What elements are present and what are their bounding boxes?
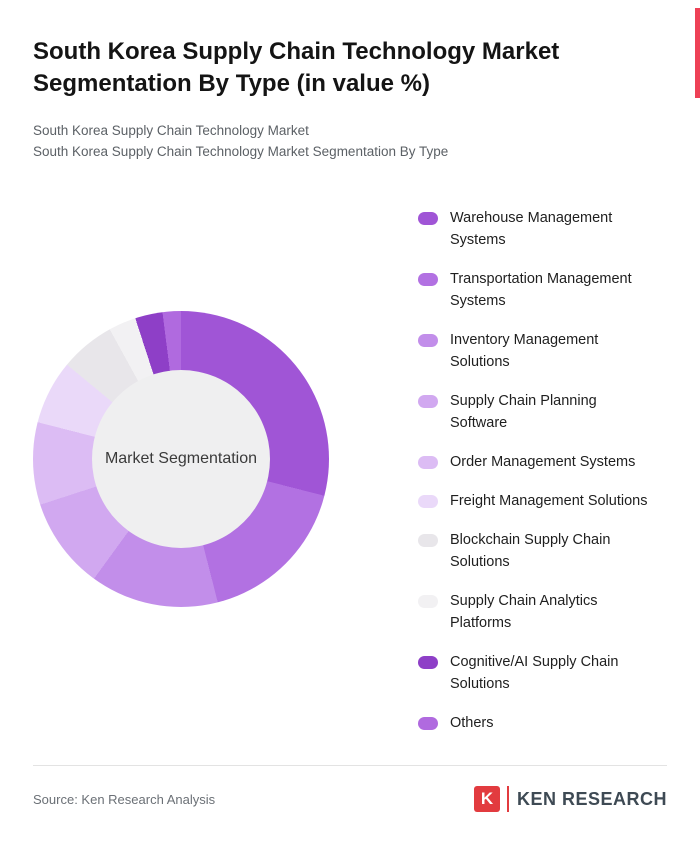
legend-swatch	[418, 273, 438, 286]
legend-label: Supply Chain Analytics Platforms	[450, 593, 598, 631]
donut-center-label: Market Segmentation	[104, 450, 258, 467]
logo-wordmark: KEN RESEARCH	[516, 788, 667, 809]
legend-item: Supply Chain Analytics Platforms	[418, 590, 667, 634]
legend-label: Freight Management Solutions	[450, 493, 648, 509]
legend-swatch	[418, 656, 438, 669]
top-right-accent-bar	[695, 8, 700, 98]
chart-area: Market Segmentation Warehouse Management…	[0, 207, 700, 751]
legend-item: Inventory Management Solutions	[418, 329, 667, 373]
legend-item: Cognitive/AI Supply Chain Solutions	[418, 651, 667, 695]
logo-k-icon: K	[473, 786, 500, 812]
logo-divider-bar	[506, 786, 509, 812]
legend-swatch	[418, 456, 438, 469]
legend-item: Order Management Systems	[418, 451, 667, 473]
donut-hole: Market Segmentation	[92, 370, 270, 548]
legend-swatch	[418, 395, 438, 408]
footer: Source: Ken Research Analysis K KEN RESE…	[33, 765, 667, 812]
legend-swatch	[418, 717, 438, 730]
legend-swatch	[418, 212, 438, 225]
legend-item: Others	[418, 712, 667, 734]
subtitle-line-2: South Korea Supply Chain Technology Mark…	[33, 144, 449, 159]
legend-label: Supply Chain Planning Software	[450, 393, 597, 431]
donut-ring: Market Segmentation	[33, 311, 329, 607]
header: South Korea Supply Chain Technology Mark…	[0, 0, 700, 162]
subtitle-block: South Korea Supply Chain Technology Mark…	[33, 120, 620, 162]
legend-item: Supply Chain Planning Software	[418, 390, 667, 434]
ken-research-logo: K KEN RESEARCH	[473, 786, 667, 812]
legend-label: Order Management Systems	[450, 454, 636, 470]
legend-swatch	[418, 534, 438, 547]
legend-label: Blockchain Supply Chain Solutions	[450, 532, 611, 570]
legend-item: Warehouse Management Systems	[418, 207, 667, 251]
donut-chart-wrap: Market Segmentation	[33, 207, 333, 751]
legend-item: Blockchain Supply Chain Solutions	[418, 529, 667, 573]
legend-label: Cognitive/AI Supply Chain Solutions	[450, 654, 619, 692]
page-title: South Korea Supply Chain Technology Mark…	[33, 38, 560, 97]
legend-item: Freight Management Solutions	[418, 490, 667, 512]
legend-label: Inventory Management Solutions	[450, 332, 599, 370]
legend-label: Transportation Management Systems	[450, 271, 632, 309]
legend-label: Others	[450, 715, 494, 731]
legend-label: Warehouse Management Systems	[450, 210, 613, 248]
legend: Warehouse Management Systems Transportati…	[418, 207, 667, 751]
legend-swatch	[418, 495, 438, 508]
subtitle-line-1: South Korea Supply Chain Technology Mark…	[33, 123, 309, 138]
legend-swatch	[418, 595, 438, 608]
legend-swatch	[418, 334, 438, 347]
source-text: Source: Ken Research Analysis	[33, 791, 216, 807]
legend-item: Transportation Management Systems	[418, 268, 667, 312]
